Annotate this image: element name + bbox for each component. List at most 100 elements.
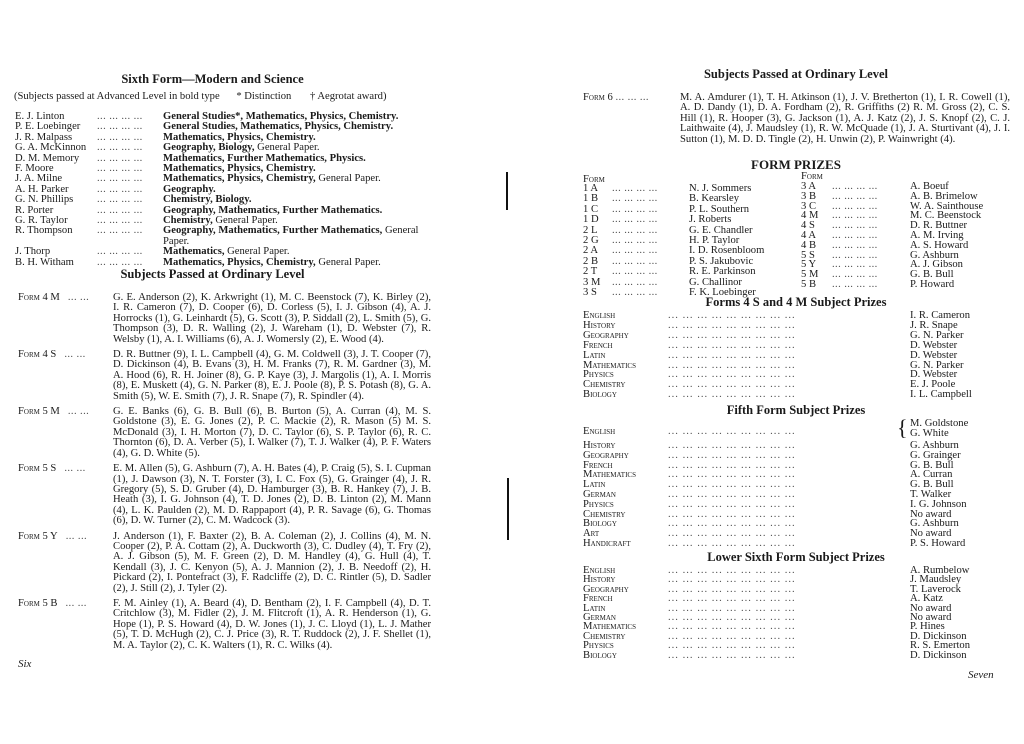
student-name: A. H. Parker: [15, 183, 69, 195]
prize-winner: G. E. Chandler: [689, 224, 753, 236]
dot-leader: ... ...: [65, 597, 87, 609]
prize-winner: J. Maudsley: [910, 574, 962, 586]
prize-winner: I. L. Campbell: [910, 389, 972, 401]
dot-leader: ... ... ... ... ... ... ... ... ...: [668, 449, 796, 461]
dot-leader: ... ... ... ...: [832, 279, 878, 290]
bold-subjects: Chemistry,: [163, 215, 213, 227]
bold-subjects: Mathematics, Physics, Chemistry,: [163, 256, 316, 268]
form-label: 2 G: [583, 235, 599, 246]
form-label: 4 S: [801, 220, 815, 232]
prize-winner: No award: [910, 612, 952, 623]
form-name: Form 5 B: [18, 597, 58, 609]
dot-leader: ... ... ... ... ... ... ... ... ...: [668, 440, 796, 451]
dot-leader: ... ... ... ... ... ... ... ... ...: [668, 593, 796, 605]
binding-staple-top: [506, 172, 508, 210]
advanced-row: J. R. Malpass ... ... ... ... Mathematics,…: [15, 131, 431, 143]
advanced-row: D. M. Memory ... ... ... ... Mathematics, …: [15, 152, 431, 164]
page-number-right: Seven: [968, 669, 994, 681]
advanced-row: R. Thompson ... ... ... ... Geography, Mat…: [15, 225, 431, 247]
prize-winner: M. Goldstone: [910, 418, 969, 429]
advanced-row: J. A. Milne ... ... ... ... Mathematics, P…: [15, 173, 431, 185]
dot-leader: ... ... ... ... ... ... ... ... ...: [668, 426, 796, 437]
dot-leader: ... ... ... ...: [612, 193, 658, 205]
prize-winner: F. K. Loebinger: [689, 287, 756, 298]
subject-label: German: [583, 612, 616, 623]
bold-subjects: Mathematics,: [163, 246, 225, 258]
student-name: D. M. Memory: [15, 152, 80, 164]
prize-winner: A. Rumbelow: [910, 565, 970, 576]
form-label: 4 B: [801, 239, 817, 251]
subject-label: Art: [583, 528, 600, 540]
form-name: Form 5 S: [18, 463, 57, 475]
dot-leader: ... ... ...: [615, 92, 649, 103]
prize-winner: G. Ashburn: [910, 249, 959, 261]
bold-subjects: Geography, Mathematics, Further Mathemat…: [163, 204, 383, 216]
prize-winner: J. Roberts: [689, 214, 732, 226]
prize-winner: G. N. Parker: [910, 329, 964, 341]
subjects-passed: Mathematics, Physics, Chemistry, General…: [163, 256, 431, 268]
prize-winner: No award: [910, 508, 952, 520]
bold-subjects: Geography, Biology,: [163, 142, 255, 154]
form-label: 5 B: [801, 279, 817, 290]
prize-winner: A. M. Irving: [910, 230, 964, 241]
other-subjects: General Paper.: [254, 142, 320, 154]
dot-leader: ... ... ... ...: [832, 181, 878, 192]
advanced-row: E. J. Linton ... ... ... ... General Studi…: [15, 111, 431, 122]
form-label: 3 M: [583, 276, 601, 288]
form6-results: M. A. Amdurer (1), T. H. Atkinson (1), J…: [680, 92, 1010, 145]
subjects-passed: Geography.: [163, 184, 431, 195]
bold-subjects: Mathematics, Physics, Chemistry.: [163, 131, 316, 143]
subject-label: French: [583, 339, 613, 351]
dot-leader: ... ... ... ... ... ... ... ... ...: [668, 469, 796, 481]
subject-label: History: [583, 574, 616, 586]
subjects-passed: General Studies*, Mathematics, Physics, …: [163, 111, 431, 122]
dot-leader: ... ... ... ...: [97, 256, 143, 268]
dot-leader: ... ... ... ... ... ... ... ... ...: [668, 612, 796, 623]
student-name: J. Thorp: [15, 246, 51, 258]
advanced-row: A. H. Parker ... ... ... ... Geography.: [15, 183, 431, 195]
bold-subjects: Mathematics, Further Mathematics, Physic…: [163, 152, 366, 164]
prize-winner: E. J. Poole: [910, 379, 956, 391]
subjects-passed: Geography, Mathematics, Further Mathemat…: [163, 226, 431, 247]
dot-leader: ... ... ... ...: [832, 269, 878, 281]
subject-label: Chemistry: [583, 630, 626, 642]
form-label: 3 S: [583, 287, 597, 298]
ordinary-row: Form 4 S ... ... D. R. Buttner (9), I. L. …: [18, 349, 431, 402]
form-label: 2 T: [583, 266, 598, 278]
subject-label: Geography: [583, 583, 629, 595]
prize-winner: A. J. Gibson: [910, 259, 963, 271]
prize-winner: N. J. Sommers: [689, 183, 752, 194]
subject-label: English: [583, 426, 616, 437]
advanced-row: F. Moore ... ... ... ... Mathematics, Phys…: [15, 163, 431, 174]
ordinary-row: Form 5 M ... ... G. E. Banks (6), G. B. Bu…: [18, 406, 431, 459]
dot-leader: ... ...: [65, 530, 88, 542]
prize-winner: No award: [910, 602, 952, 614]
dot-leader: ... ... ... ...: [832, 190, 878, 202]
prize-winner: A. Boeuf: [910, 181, 949, 192]
ordinary-row: Form 4 M ... ... G. E. Anderson (2), K. Ar…: [18, 292, 431, 345]
dot-leader: ... ... ... ... ... ... ... ... ...: [668, 574, 796, 586]
prize-winner: G. Grainger: [910, 449, 961, 461]
form-column-header-left: Form: [583, 174, 605, 185]
subject-label: Physics: [583, 640, 614, 652]
subject-label: Physics: [583, 498, 614, 510]
advanced-row: G. R. Taylor ... ... ... ... Chemistry, Ge…: [15, 215, 431, 227]
dot-leader: ... ... ... ...: [612, 203, 658, 215]
bold-subjects: Mathematics, Physics, Chemistry,: [163, 173, 316, 185]
dot-leader: ... ... ... ...: [97, 246, 143, 258]
subjects-passed: Geography, Mathematics, Further Mathemat…: [163, 204, 431, 216]
student-name: J. R. Malpass: [15, 131, 73, 143]
bold-subjects: General Studies*, Mathematics, Physics, …: [163, 111, 399, 122]
prize-winner: G. N. Parker: [910, 359, 964, 371]
form-label: Form 5 S ... ...: [18, 463, 113, 475]
prize-winner: G. B. Bull: [910, 459, 954, 471]
form-label: 1 A: [583, 183, 599, 194]
form-label: 2 B: [583, 255, 599, 267]
prize-winner: B. Kearsley: [689, 193, 740, 205]
ordinary-row: Form 5 S ... ... E. M. Allen (5), G. Ashbu…: [18, 463, 431, 526]
subject-label: French: [583, 459, 613, 471]
bold-subjects: General Studies, Mathematics, Physics, C…: [163, 121, 394, 133]
prize-winner: P. Howard: [910, 279, 955, 290]
prize-winner: P. S. Howard: [910, 538, 966, 549]
prize-winner: H. P. Taylor: [689, 235, 740, 246]
